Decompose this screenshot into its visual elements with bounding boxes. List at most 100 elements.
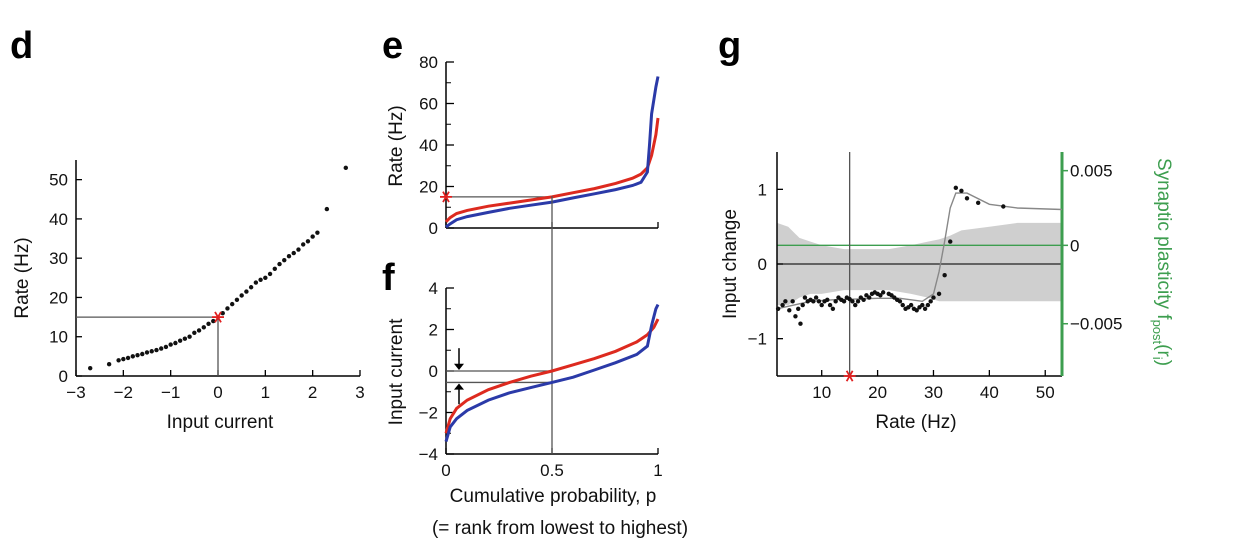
d-point-12 [163,344,169,350]
g-point-9 [802,295,808,300]
d-ytick-label-0: 0 [59,367,68,386]
panel-f-xlabel-note: (= rank from lowest to highest) [432,518,688,539]
d-xtick-label-4: 1 [261,383,270,402]
panel-f-ylabel: Input current [386,318,407,425]
d-point-10 [154,347,159,353]
g-right-tick-label-0: −0.005 [1070,315,1122,334]
d-point-25 [230,301,235,307]
panel-g-ylabel: Input change [720,209,741,319]
panel-letter-g: g [718,25,741,67]
g-point-1 [780,302,785,308]
g-xtick-label-1: 20 [868,383,887,402]
g-point-57 [948,239,953,244]
g-star-marker-stroke-2 [845,370,854,382]
g-point-61 [975,200,981,205]
d-xtick-label-5: 2 [308,383,317,402]
d-point-18 [192,330,197,335]
d-point-35 [277,261,282,267]
d-point-44 [324,206,330,212]
e-ytick-label-4: 80 [419,53,438,72]
panel-g-xlabel: Rate (Hz) [875,412,956,433]
d-star-marker [212,311,224,323]
g-point-36 [878,293,883,298]
d-point-19 [196,328,202,333]
d-point-45 [343,165,348,171]
d-point-21 [206,321,211,326]
panel-letter-d: d [10,25,33,67]
f-ytick-label-4: 4 [429,279,438,298]
d-point-41 [305,239,311,244]
g-star-marker [843,370,856,382]
g-right-tick-label-1: 0 [1070,236,1079,255]
g-point-5 [793,314,798,319]
panel-letter-f: f [382,257,395,299]
d-point-37 [286,254,292,259]
d-xtick-label-3: 0 [213,383,222,402]
d-point-15 [177,338,183,343]
g-xtick-label-0: 10 [812,383,831,402]
d-point-0 [88,365,93,371]
g-point-14 [816,299,822,304]
f-arrow-up-head [454,383,464,390]
d-point-8 [144,350,150,355]
g-point-50 [920,302,925,308]
g-point-58 [953,185,959,191]
d-ytick-label-2: 20 [49,288,68,307]
g-right-tick-label-2: 0.005 [1070,162,1113,181]
d-point-38 [291,250,296,256]
d-point-13 [168,342,173,347]
d-point-17 [187,334,192,339]
g-point-43 [900,302,905,308]
g-point-19 [830,306,836,311]
g-ytick-label-2: 1 [758,180,767,199]
d-xtick-label-6: 3 [355,383,364,402]
g-point-42 [897,299,903,304]
d-point-7 [140,351,145,357]
e-star-marker-stroke-2 [442,191,450,203]
d-star-marker-stroke-2 [214,311,222,323]
panel-f-chart: −4 −2 0 2 4 0 0.5 1 Input current Cumulative pr… [386,196,688,539]
d-xtick-label-0: −3 [66,383,85,402]
f-ytick-label-3: 2 [429,321,438,340]
d-point-2 [116,358,121,363]
d-xtick-label-2: −1 [161,383,180,402]
d-point-11 [159,346,164,351]
d-point-9 [149,349,154,354]
e-ytick-label-0: 0 [429,219,438,238]
d-point-26 [234,297,240,303]
d-point-3 [121,356,126,362]
g-xtick-label-2: 30 [924,383,943,402]
d-point-24 [225,306,230,311]
d-point-40 [301,242,306,247]
d-point-30 [253,280,259,285]
g-point-28 [855,299,861,304]
panel-g-content: −1 0 1 10 20 30 40 50 −0.005 0 0.005 [748,152,1122,402]
e-series-line-1 [445,76,660,229]
g-point-8 [800,302,805,308]
g-point-27 [853,302,858,308]
panel-d-xlabel: Input current [167,412,274,433]
e-star-marker [440,191,452,203]
f-xtick-label-0: 0 [441,461,450,480]
d-point-42 [310,234,315,239]
f-xtick-label-2: 1 [653,461,662,480]
e-ytick-label-1: 20 [419,178,438,197]
d-point-5 [130,354,135,359]
f-arrow-down-head [454,363,464,370]
panel-g-ylabel-right-arg: (r [1153,344,1174,357]
g-point-4 [790,299,795,304]
g-point-13 [813,295,819,300]
g-point-32 [867,295,872,300]
d-point-39 [296,247,301,252]
d-point-33 [267,271,273,277]
panel-g-ylabel-right-close: ) [1153,360,1174,366]
panel-g-ylabel-right-sub: post [1150,320,1165,345]
g-point-0 [775,306,781,311]
panel-f-content: −4 −2 0 2 4 0 0.5 1 [419,196,663,480]
f-series-line-0 [444,318,660,434]
d-point-22 [211,318,216,324]
f-ytick-label-1: −2 [419,404,438,423]
d-point-20 [201,325,206,330]
g-point-46 [908,302,914,308]
